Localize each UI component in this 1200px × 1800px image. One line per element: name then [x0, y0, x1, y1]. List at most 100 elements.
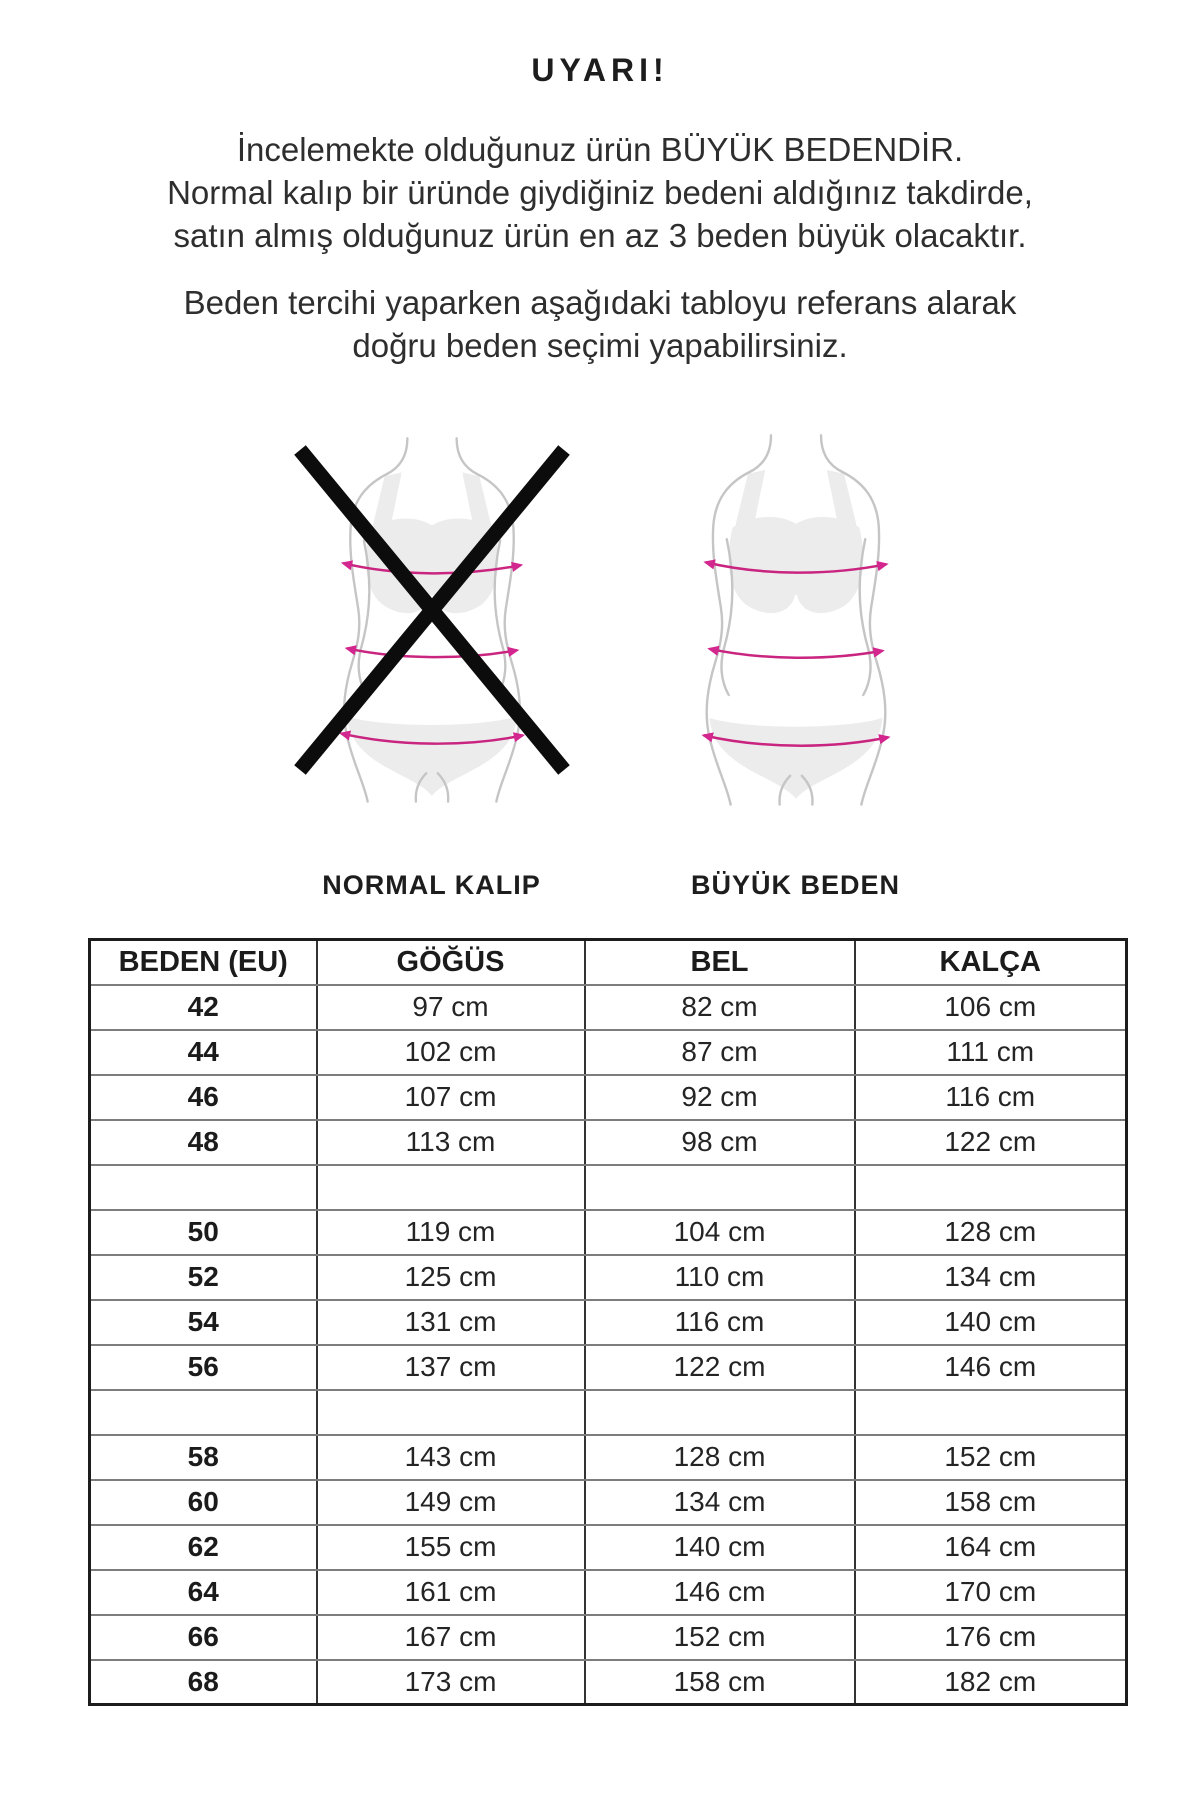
hip-arrow [700, 732, 891, 747]
measurement-cell: 146 cm [583, 1568, 856, 1616]
measurement-cell: 149 cm [315, 1478, 586, 1526]
size-table: BEDEN (EU) GÖĞÜS BEL KALÇA 42 97 cm 82 cm 106 … [88, 938, 1128, 1706]
measurement-cell: 106 cm [853, 983, 1128, 1031]
measurement-cell [315, 1163, 586, 1211]
size-cell: 42 [88, 983, 318, 1031]
body-measurements-illustration [338, 437, 525, 803]
size-cell [88, 1163, 318, 1211]
size-cell: 60 [88, 1478, 318, 1526]
measurement-cell: 134 cm [853, 1253, 1128, 1301]
measurement-cell: 107 cm [315, 1073, 586, 1121]
measurement-cell: 111 cm [853, 1028, 1128, 1076]
size-cell: 68 [88, 1658, 318, 1706]
size-table-row: 48 113 cm 98 cm 122 cm [88, 1118, 1128, 1166]
measurement-cell: 164 cm [853, 1523, 1128, 1571]
size-cell: 66 [88, 1613, 318, 1661]
size-cell: 58 [88, 1433, 318, 1481]
size-cell: 44 [88, 1028, 318, 1076]
size-table-row: 46 107 cm 92 cm 116 cm [88, 1073, 1128, 1121]
size-cell: 52 [88, 1253, 318, 1301]
size-cell: 46 [88, 1073, 318, 1121]
warning-paragraph: İncelemekte olduğunuz ürün BÜYÜK BEDENDİ… [0, 128, 1200, 257]
measurement-cell: 98 cm [583, 1118, 856, 1166]
measurement-cell: 146 cm [853, 1343, 1128, 1391]
warning-intro-text: İncelemekte olduğunuz ürün [236, 131, 661, 168]
measurement-cell: 119 cm [315, 1208, 586, 1256]
size-cell: 56 [88, 1343, 318, 1391]
size-cell: 62 [88, 1523, 318, 1571]
waist-arrow [706, 645, 885, 659]
measurement-cell: 110 cm [583, 1253, 856, 1301]
measurement-cell: 152 cm [583, 1613, 856, 1661]
size-table-row: 62 155 cm 140 cm 164 cm [88, 1523, 1128, 1571]
size-table-header-cell: KALÇA [853, 938, 1128, 986]
size-table-row: 50 119 cm 104 cm 128 cm [88, 1208, 1128, 1256]
warning-emphasis-text: BÜYÜK BEDENDİR. [660, 131, 964, 168]
size-table-row: 64 161 cm 146 cm 170 cm [88, 1568, 1128, 1616]
measurement-cell: 128 cm [583, 1433, 856, 1481]
size-table-row: 60 149 cm 134 cm 158 cm [88, 1478, 1128, 1526]
measurement-cell [853, 1388, 1128, 1436]
measurement-cell: 92 cm [583, 1073, 856, 1121]
measurement-cell: 102 cm [315, 1028, 586, 1076]
advice-line2: doğru beden seçimi yapabilirsiniz. [352, 327, 848, 364]
size-cell: 48 [88, 1118, 318, 1166]
measurement-cell: 113 cm [315, 1118, 586, 1166]
measurement-cell [583, 1163, 856, 1211]
measurement-cell [583, 1388, 856, 1436]
measurement-cell: 170 cm [853, 1568, 1128, 1616]
size-table-header-row: BEDEN (EU) GÖĞÜS BEL KALÇA [88, 938, 1128, 986]
measurement-cell: 116 cm [853, 1073, 1128, 1121]
size-table-header-cell: BEL [583, 938, 856, 986]
figure-label-plus: BÜYÜK BEDEN [690, 870, 901, 900]
size-table-row: 52 125 cm 110 cm 134 cm [88, 1253, 1128, 1301]
measurement-cell [315, 1388, 586, 1436]
measurement-cell: 125 cm [315, 1253, 586, 1301]
measurement-arrows [700, 559, 891, 747]
measurement-cell: 116 cm [583, 1298, 856, 1346]
measurement-cell: 87 cm [583, 1028, 856, 1076]
advice-paragraph: Beden tercihi yaparken aşağıdaki tabloyu… [0, 281, 1200, 367]
figure-plus-size [671, 425, 921, 815]
figure-normal-fit [292, 425, 572, 815]
measurement-cell: 122 cm [853, 1118, 1128, 1166]
measurement-cell: 182 cm [853, 1658, 1128, 1706]
size-cell: 50 [88, 1208, 318, 1256]
measurement-cell: 176 cm [853, 1613, 1128, 1661]
measurement-cell: 97 cm [315, 983, 586, 1031]
figure-labels-row: NORMAL KALIP BÜYÜK BEDEN [12, 870, 1200, 901]
size-table-row: 44 102 cm 87 cm 111 cm [88, 1028, 1128, 1076]
warning-line3: satın almış olduğunuz ürün en az 3 beden… [173, 217, 1027, 254]
measurement-cell: 104 cm [583, 1208, 856, 1256]
measurement-cell: 140 cm [853, 1298, 1128, 1346]
measurement-cell: 158 cm [583, 1658, 856, 1706]
measurement-cell: 82 cm [583, 983, 856, 1031]
size-table-row: 58 143 cm 128 cm 152 cm [88, 1433, 1128, 1481]
size-cell [88, 1388, 318, 1436]
measurement-cell: 140 cm [583, 1523, 856, 1571]
size-table-spacer-row [88, 1163, 1128, 1211]
size-table-row: 54 131 cm 116 cm 140 cm [88, 1298, 1128, 1346]
measurement-cell: 155 cm [315, 1523, 586, 1571]
measurement-cell: 122 cm [583, 1343, 856, 1391]
measurement-cell: 167 cm [315, 1613, 586, 1661]
figure-label-normal: NORMAL KALIP [322, 870, 541, 900]
measurement-cell: 134 cm [583, 1478, 856, 1526]
measurement-cell: 131 cm [315, 1298, 586, 1346]
size-table-header-cell: BEDEN (EU) [88, 938, 318, 986]
size-cell: 64 [88, 1568, 318, 1616]
size-table-spacer-row [88, 1388, 1128, 1436]
bust-arrow [340, 560, 523, 575]
size-table-row: 56 137 cm 122 cm 146 cm [88, 1343, 1128, 1391]
measurement-cell: 173 cm [315, 1658, 586, 1706]
measurement-cell [853, 1163, 1128, 1211]
size-table-header-cell: GÖĞÜS [315, 938, 586, 986]
warning-title: UYARI! [531, 52, 669, 88]
measurement-cell: 158 cm [853, 1478, 1128, 1526]
waist-arrow [344, 645, 519, 659]
size-table-row: 42 97 cm 82 cm 106 cm [88, 983, 1128, 1031]
measurement-cell: 137 cm [315, 1343, 586, 1391]
advice-line1: Beden tercihi yaparken aşağıdaki tabloyu… [183, 284, 1017, 321]
cross-out-mark [293, 445, 570, 775]
